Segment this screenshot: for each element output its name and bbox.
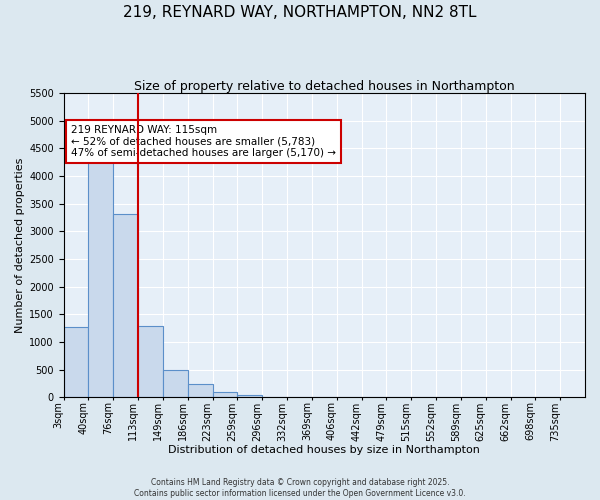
Bar <box>238 395 262 397</box>
Bar <box>88 155 113 397</box>
Y-axis label: Number of detached properties: Number of detached properties <box>15 158 25 333</box>
Text: 219 REYNARD WAY: 115sqm
← 52% of detached houses are smaller (5,783)
47% of semi: 219 REYNARD WAY: 115sqm ← 52% of detache… <box>71 125 336 158</box>
Bar <box>212 392 238 397</box>
Title: Size of property relative to detached houses in Northampton: Size of property relative to detached ho… <box>134 80 515 93</box>
X-axis label: Distribution of detached houses by size in Northampton: Distribution of detached houses by size … <box>169 445 480 455</box>
Bar <box>188 384 212 397</box>
Bar <box>113 214 138 397</box>
Text: 219, REYNARD WAY, NORTHAMPTON, NN2 8TL: 219, REYNARD WAY, NORTHAMPTON, NN2 8TL <box>123 5 477 20</box>
Bar <box>64 327 88 397</box>
Text: Contains HM Land Registry data © Crown copyright and database right 2025.
Contai: Contains HM Land Registry data © Crown c… <box>134 478 466 498</box>
Bar <box>163 370 188 397</box>
Bar <box>138 326 163 397</box>
